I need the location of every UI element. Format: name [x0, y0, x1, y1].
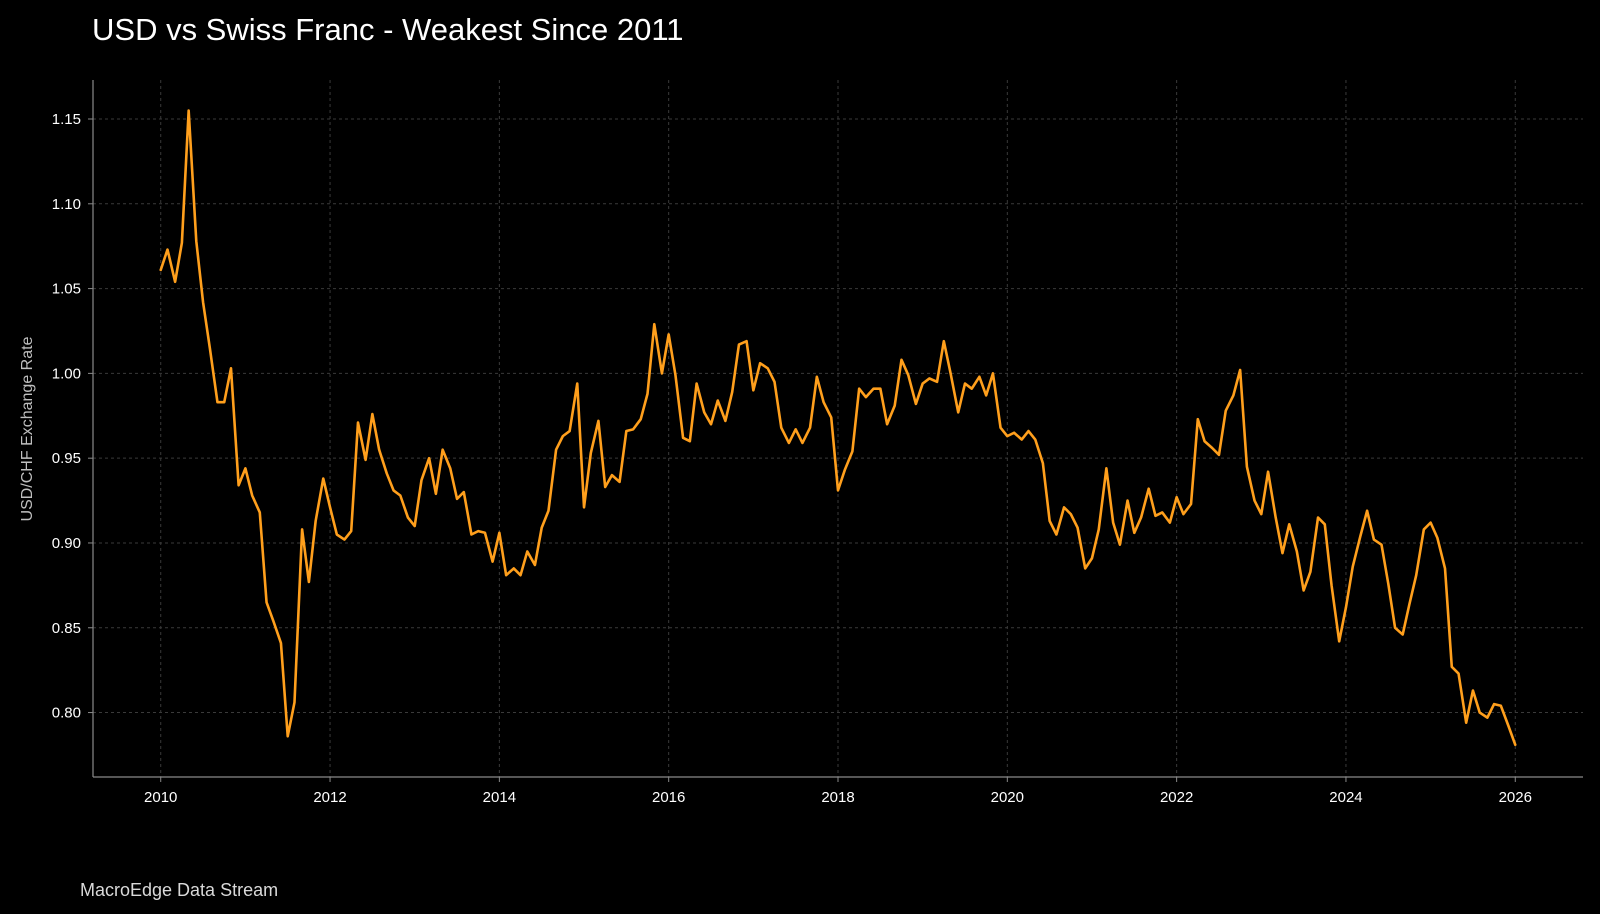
x-tick-label: 2026 [1499, 789, 1532, 806]
y-tick-label: 1.10 [52, 196, 81, 213]
chart-title: USD vs Swiss Franc - Weakest Since 2011 [92, 12, 684, 47]
series-layer [159, 109, 1517, 747]
y-tick-label: 0.85 [52, 620, 81, 637]
x-tick-label: 2022 [1160, 789, 1193, 806]
tick-label-layer: 2010 2012 2014 2016 2018 2020 2022 2024 2026 0.80… [52, 111, 1532, 806]
x-tick-label: 2020 [991, 789, 1024, 806]
x-tick-label: 2024 [1329, 789, 1362, 806]
y-tick-label: 0.80 [52, 705, 81, 722]
axis-layer [88, 80, 1583, 782]
x-tick-label: 2012 [313, 789, 346, 806]
y-tick-label: 0.90 [52, 535, 81, 552]
series-line-usd-chf [159, 109, 1517, 747]
y-tick-label: 1.15 [52, 111, 81, 128]
grid-layer [93, 80, 1583, 777]
x-tick-label: 2010 [144, 789, 177, 806]
y-tick-label: 1.05 [52, 281, 81, 298]
x-tick-label: 2018 [821, 789, 854, 806]
y-tick-label: 1.00 [52, 365, 81, 382]
x-tick-label: 2016 [652, 789, 685, 806]
source-label: MacroEdge Data Stream [80, 880, 279, 900]
x-tick-label: 2014 [483, 789, 516, 806]
y-tick-label: 0.95 [52, 450, 81, 467]
y-axis-label: USD/CHF Exchange Rate [19, 336, 36, 521]
